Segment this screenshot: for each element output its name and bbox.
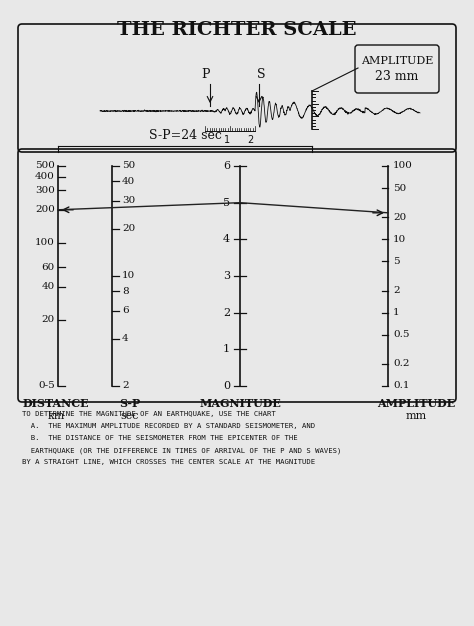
Text: 2: 2 (122, 381, 128, 391)
Text: 1: 1 (393, 308, 400, 317)
Text: 5: 5 (393, 257, 400, 266)
Text: sec: sec (121, 411, 139, 421)
Text: 20: 20 (122, 224, 135, 233)
Text: mm: mm (405, 411, 427, 421)
Text: 0.1: 0.1 (393, 381, 410, 391)
Text: 0.2: 0.2 (393, 359, 410, 369)
Text: DISTANCE: DISTANCE (23, 398, 89, 409)
Text: 23 mm: 23 mm (375, 70, 419, 83)
Text: 100: 100 (393, 162, 413, 170)
Text: km: km (47, 411, 64, 421)
Text: MAGNITUDE: MAGNITUDE (199, 398, 281, 409)
Text: 4: 4 (223, 234, 230, 244)
Text: 1: 1 (224, 135, 230, 145)
Text: P: P (202, 68, 210, 81)
Text: 6: 6 (223, 161, 230, 171)
Text: 500: 500 (35, 162, 55, 170)
Text: 400: 400 (35, 172, 55, 181)
Text: 10: 10 (122, 272, 135, 280)
Text: THE RICHTER SCALE: THE RICHTER SCALE (117, 21, 357, 39)
Text: BY A STRAIGHT LINE, WHICH CROSSES THE CENTER SCALE AT THE MAGNITUDE: BY A STRAIGHT LINE, WHICH CROSSES THE CE… (22, 459, 315, 465)
Text: B.  THE DISTANCE OF THE SEISMOMETER FROM THE EPICENTER OF THE: B. THE DISTANCE OF THE SEISMOMETER FROM … (22, 435, 298, 441)
Text: 300: 300 (35, 186, 55, 195)
Text: 60: 60 (42, 263, 55, 272)
Text: 40: 40 (122, 177, 135, 186)
Text: 100: 100 (35, 239, 55, 247)
Text: EARTHQUAKE (OR THE DIFFERENCE IN TIMES OF ARRIVAL OF THE P AND S WAVES): EARTHQUAKE (OR THE DIFFERENCE IN TIMES O… (22, 447, 341, 453)
Text: S: S (257, 68, 265, 81)
Text: AMPLITUDE: AMPLITUDE (361, 56, 433, 66)
Text: 50: 50 (393, 183, 406, 193)
Text: TO DETERMINE THE MAGNITUDE OF AN EARTHQUAKE, USE THE CHART: TO DETERMINE THE MAGNITUDE OF AN EARTHQU… (22, 411, 276, 417)
Text: 0-5: 0-5 (38, 381, 55, 391)
Text: 40: 40 (42, 282, 55, 291)
Text: 5: 5 (223, 198, 230, 208)
Text: 30: 30 (122, 197, 135, 205)
Text: 200: 200 (35, 205, 55, 214)
Text: 50: 50 (122, 162, 135, 170)
Text: 3: 3 (223, 271, 230, 281)
Text: 2: 2 (223, 307, 230, 317)
Text: 0.5: 0.5 (393, 331, 410, 339)
Text: 1: 1 (223, 344, 230, 354)
Text: 10: 10 (393, 235, 406, 244)
Text: 8: 8 (122, 287, 128, 295)
Text: A.  THE MAXIMUM AMPLITUDE RECORDED BY A STANDARD SEISMOMETER, AND: A. THE MAXIMUM AMPLITUDE RECORDED BY A S… (22, 423, 315, 429)
Text: 20: 20 (393, 213, 406, 222)
Text: S-P: S-P (119, 398, 141, 409)
Text: AMPLITUDE: AMPLITUDE (377, 398, 455, 409)
Text: 2: 2 (393, 286, 400, 295)
Text: 0: 0 (223, 381, 230, 391)
Text: 2: 2 (247, 135, 253, 145)
Text: 20: 20 (42, 316, 55, 324)
Text: 4: 4 (122, 334, 128, 343)
Text: 6: 6 (122, 306, 128, 316)
Text: S-P=24 sec: S-P=24 sec (148, 129, 221, 142)
